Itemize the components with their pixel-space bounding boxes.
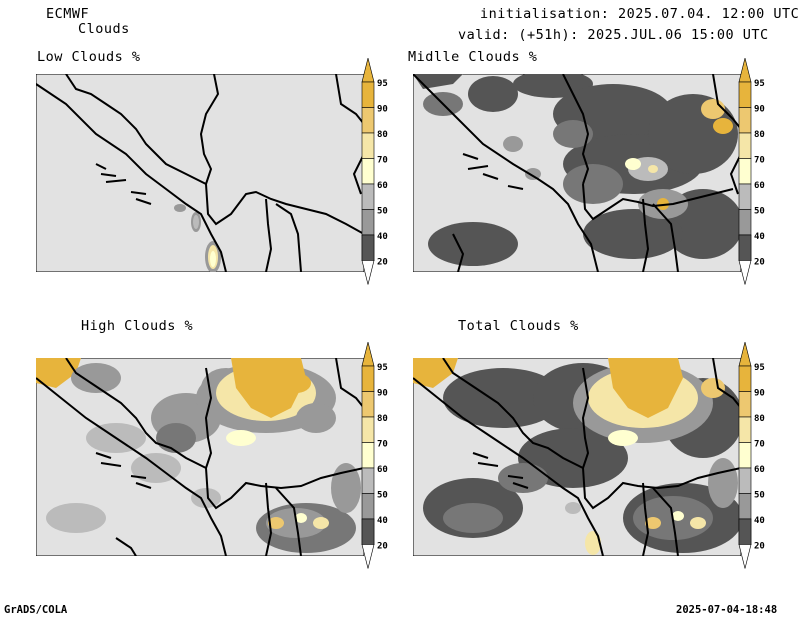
colorbar-segment	[361, 209, 375, 236]
colorbar-segment	[361, 183, 375, 210]
colorbar-segment	[361, 365, 375, 392]
coastlines-borders	[413, 74, 741, 272]
footer-timestamp: 2025-07-04-18:48	[676, 604, 778, 616]
colorbar-segment	[738, 234, 752, 261]
footer-software: GrADS/COLA	[4, 604, 68, 616]
colorbar-segment	[738, 416, 752, 443]
map-background	[36, 74, 364, 272]
product-label: Clouds	[78, 21, 130, 37]
colorbar-top-arrow	[361, 342, 375, 367]
colorbar-segment	[361, 442, 375, 469]
colorbar-segment	[361, 493, 375, 520]
colorbar-segment	[738, 81, 752, 108]
colorbar-segment	[738, 467, 752, 494]
colorbar-tick-label: 50	[754, 491, 765, 501]
colorbar-segment	[361, 132, 375, 159]
coastlines-borders	[36, 74, 364, 272]
colorbar-tick-label: 20	[754, 542, 765, 552]
colorbar-bottom-arrow	[738, 260, 752, 285]
colorbar-segment	[738, 209, 752, 236]
panel-title-mid: Midlle Clouds %	[408, 49, 538, 65]
colorbar-tick-label: 70	[377, 440, 388, 450]
cloud-patches	[174, 204, 221, 272]
colorbar-low: 95 90 80 70 60 50 40 20	[361, 58, 388, 285]
colorbar-tick-label: 95	[754, 363, 765, 373]
cloud-patches	[413, 358, 741, 555]
colorbar-tick-label: 40	[754, 516, 765, 526]
init-time: initialisation: 2025.07.04. 12:00 UTC	[480, 6, 800, 22]
colorbar-segment	[738, 493, 752, 520]
colorbar-segment	[361, 467, 375, 494]
cloud-patches	[36, 358, 361, 553]
colorbar-tick-label: 70	[377, 156, 388, 166]
middle-clouds-map	[413, 74, 741, 272]
colorbar-segment	[361, 234, 375, 261]
colorbar-tick-label: 80	[754, 130, 765, 140]
colorbar-segment	[738, 391, 752, 418]
coastlines-borders	[36, 358, 364, 556]
colorbar-tick-label: 40	[377, 232, 388, 242]
colorbar-bottom-arrow	[361, 544, 375, 569]
colorbar-mid: 95 90 80 70 60 50 40 20	[738, 58, 765, 285]
colorbar-segment	[738, 158, 752, 185]
colorbar-segment	[738, 132, 752, 159]
colorbar-tick-label: 40	[377, 516, 388, 526]
colorbar-top-arrow	[738, 58, 752, 83]
panel-title-low: Low Clouds %	[37, 49, 141, 65]
colorbar-tick-label: 90	[377, 389, 388, 399]
colorbar-tick-label: 20	[377, 542, 388, 552]
colorbar-tick-label: 95	[377, 79, 388, 89]
colorbar-bottom-arrow	[738, 544, 752, 569]
colorbar-segment	[738, 107, 752, 134]
colorbar-tick-label: 20	[754, 258, 765, 268]
colorbar-segment	[361, 158, 375, 185]
colorbar-tick-label: 90	[754, 105, 765, 115]
colorbar-tick-label: 60	[377, 181, 388, 191]
colorbar-tick-label: 70	[754, 440, 765, 450]
colorbar-tick-label: 50	[754, 207, 765, 217]
colorbar-segment	[361, 391, 375, 418]
colorbar-bottom-arrow	[361, 260, 375, 285]
panel-title-high: High Clouds %	[81, 318, 194, 334]
total-clouds-map	[413, 358, 741, 556]
colorbar-tick-label: 50	[377, 207, 388, 217]
colorbar-tick-label: 60	[377, 465, 388, 475]
coastlines-borders	[413, 358, 741, 556]
colorbar-segment	[361, 416, 375, 443]
colorbar-top-arrow	[361, 58, 375, 83]
colorbar-high: 95 90 80 70 60 50 40 20	[361, 342, 388, 569]
colorbar-segment	[738, 365, 752, 392]
colorbar-tick-label: 70	[754, 156, 765, 166]
panel-title-total: Total Clouds %	[458, 318, 579, 334]
colorbar-tick-label: 20	[377, 258, 388, 268]
colorbar-tick-label: 50	[377, 491, 388, 501]
colorbar-segment	[361, 518, 375, 545]
model-label: ECMWF	[46, 6, 90, 22]
colorbar-tick-label: 90	[754, 389, 765, 399]
low-clouds-map	[36, 74, 364, 272]
colorbar-segment	[361, 107, 375, 134]
colorbar-tick-label: 95	[377, 363, 388, 373]
colorbar-tick-label: 80	[754, 414, 765, 424]
colorbar-tick-label: 80	[377, 130, 388, 140]
high-clouds-map	[36, 358, 364, 556]
colorbar-segment	[738, 442, 752, 469]
colorbar-segment	[738, 518, 752, 545]
colorbar-tick-label: 90	[377, 105, 388, 115]
colorbar-top-arrow	[738, 342, 752, 367]
colorbar-segment	[361, 81, 375, 108]
colorbar-tick-label: 40	[754, 232, 765, 242]
colorbar-tick-label: 80	[377, 414, 388, 424]
colorbar-total: 95 90 80 70 60 50 40 20	[738, 342, 765, 569]
colorbar-tick-label: 95	[754, 79, 765, 89]
colorbar-tick-label: 60	[754, 181, 765, 191]
valid-time: valid: (+51h): 2025.JUL.06 15:00 UTC	[458, 27, 769, 43]
colorbar-segment	[738, 183, 752, 210]
colorbar-tick-label: 60	[754, 465, 765, 475]
